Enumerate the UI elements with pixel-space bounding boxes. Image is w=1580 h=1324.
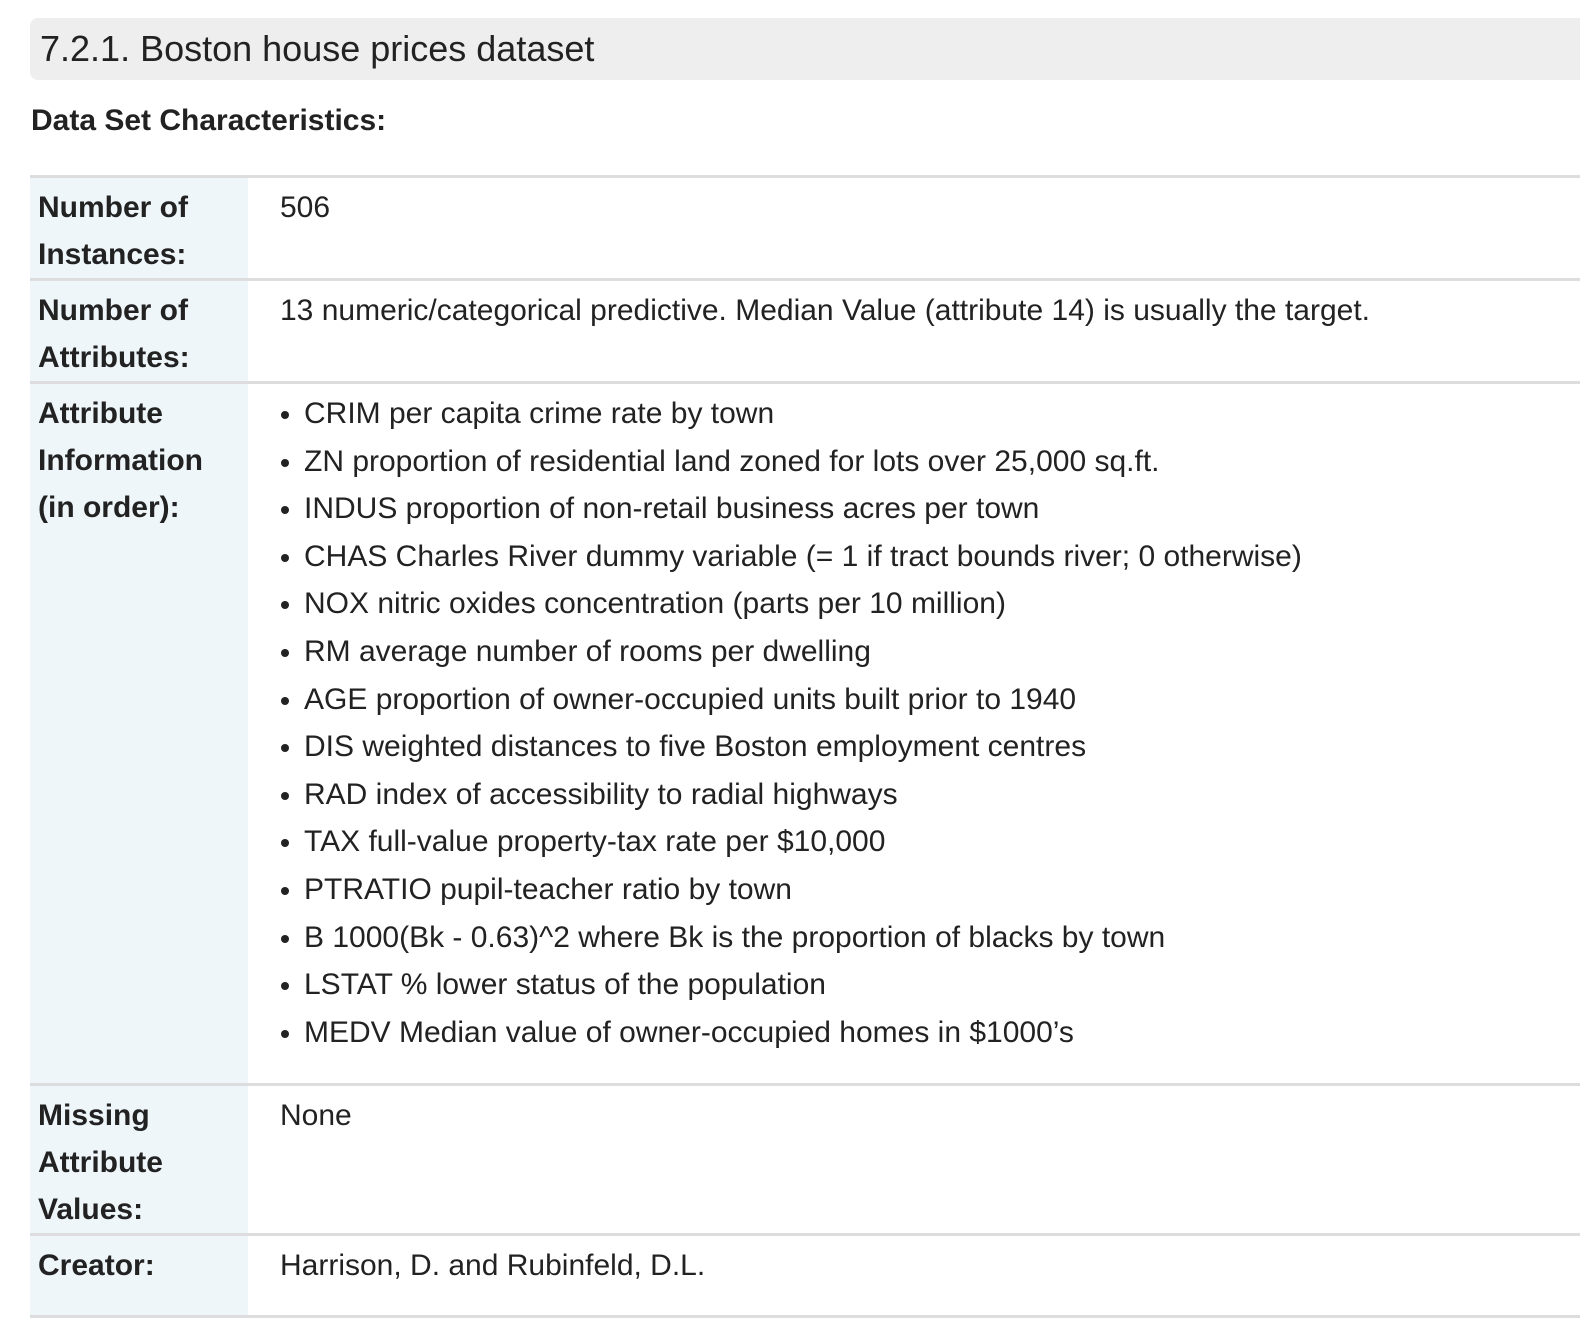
list-item: RAD index of accessibility to radial hig… <box>304 771 1572 819</box>
characteristics-table: Number of Instances: 506 Number of Attri… <box>30 175 1580 1318</box>
list-item: CHAS Charles River dummy variable (= 1 i… <box>304 533 1572 581</box>
list-item: PTRATIO pupil-teacher ratio by town <box>304 866 1572 914</box>
list-item: TAX full-value property-tax rate per $10… <box>304 818 1572 866</box>
row-creator: Creator: Harrison, D. and Rubinfeld, D.L… <box>30 1234 1580 1317</box>
label-creator: Creator: <box>30 1234 248 1317</box>
value-attribute-information: CRIM per capita crime rate by town ZN pr… <box>248 383 1580 1085</box>
label-attribute-information: Attribute Information (in order): <box>30 382 248 1085</box>
label-instances: Number of Instances: <box>30 176 248 280</box>
characteristics-heading: Data Set Characteristics: <box>31 104 387 137</box>
list-item: B 1000(Bk - 0.63)^2 where Bk is the prop… <box>304 914 1572 962</box>
value-creator: Harrison, D. and Rubinfeld, D.L. <box>280 1249 706 1282</box>
label-attributes: Number of Attributes: <box>30 279 248 383</box>
row-attributes: Number of Attributes: 13 numeric/categor… <box>30 279 1580 383</box>
list-item: ZN proportion of residential land zoned … <box>304 438 1572 486</box>
list-item: LSTAT % lower status of the population <box>304 961 1572 1009</box>
value-attributes: 13 numeric/categorical predictive. Media… <box>280 294 1371 327</box>
value-missing-values: None <box>280 1099 352 1132</box>
attribute-list: CRIM per capita crime rate by town ZN pr… <box>256 390 1572 1056</box>
list-item: NOX nitric oxides concentration (parts p… <box>304 580 1572 628</box>
value-instances: 506 <box>280 191 331 224</box>
list-item: RM average number of rooms per dwelling <box>304 628 1572 676</box>
list-item: CRIM per capita crime rate by town <box>304 390 1572 438</box>
label-missing-values: Missing Attribute Values: <box>30 1084 248 1235</box>
row-instances: Number of Instances: 506 <box>30 176 1580 280</box>
section-title: 7.2.1. Boston house prices dataset <box>30 18 1580 80</box>
list-item: INDUS proportion of non-retail business … <box>304 485 1572 533</box>
list-item: DIS weighted distances to five Boston em… <box>304 723 1572 771</box>
list-item: MEDV Median value of owner-occupied home… <box>304 1009 1572 1057</box>
row-missing-values: Missing Attribute Values: None <box>30 1084 1580 1235</box>
list-item: AGE proportion of owner-occupied units b… <box>304 676 1572 724</box>
row-attribute-information: Attribute Information (in order): CRIM p… <box>30 382 1580 1085</box>
